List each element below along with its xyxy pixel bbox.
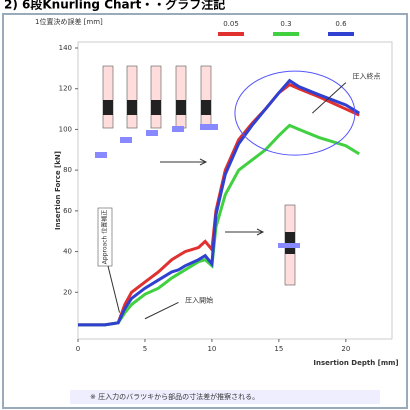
plot-area xyxy=(78,42,392,339)
arrow xyxy=(312,83,345,114)
y-tick-label: 80 xyxy=(63,166,72,174)
x-axis-label: Insertion Depth [mm] xyxy=(313,359,398,367)
legend-title: 1位置決め誤差 [mm] xyxy=(35,17,103,26)
annotation: 圧入開始 xyxy=(185,295,213,304)
page: 2) 6段Knurling Chart・・グラフ注記 1位置決め誤差 [mm] … xyxy=(0,0,410,410)
y-tick-label: 100 xyxy=(59,125,72,133)
series-line xyxy=(78,81,359,325)
x-tick-label: 10 xyxy=(207,345,216,353)
y-tick-label: 40 xyxy=(63,248,72,256)
part-icons xyxy=(95,66,300,285)
y-tick-label: 60 xyxy=(63,207,72,215)
y-tick-label: 140 xyxy=(59,44,72,52)
y-tick-label: 120 xyxy=(59,85,72,93)
legend-label: 0.6 xyxy=(335,20,347,28)
y-tick-label: 20 xyxy=(63,288,72,296)
series-line xyxy=(78,125,359,325)
annotation: 圧入終点 xyxy=(353,72,381,81)
note: ※ 圧入力のバラツキから部品の寸法差が推察される。 xyxy=(90,392,259,401)
x-tick-label: 15 xyxy=(274,345,283,353)
x-tick-label: 0 xyxy=(76,345,80,353)
legend-label: 0.3 xyxy=(280,20,291,28)
page-title: 2) 6段Knurling Chart・・グラフ注記 xyxy=(4,0,225,12)
y-axis-label: Insertion Force [kN] xyxy=(54,151,62,230)
annotation: Approach 位置補正 xyxy=(101,210,109,264)
x-tick-label: 5 xyxy=(143,345,147,353)
legend-label: 0.05 xyxy=(223,20,239,28)
x-tick-label: 20 xyxy=(341,345,350,353)
